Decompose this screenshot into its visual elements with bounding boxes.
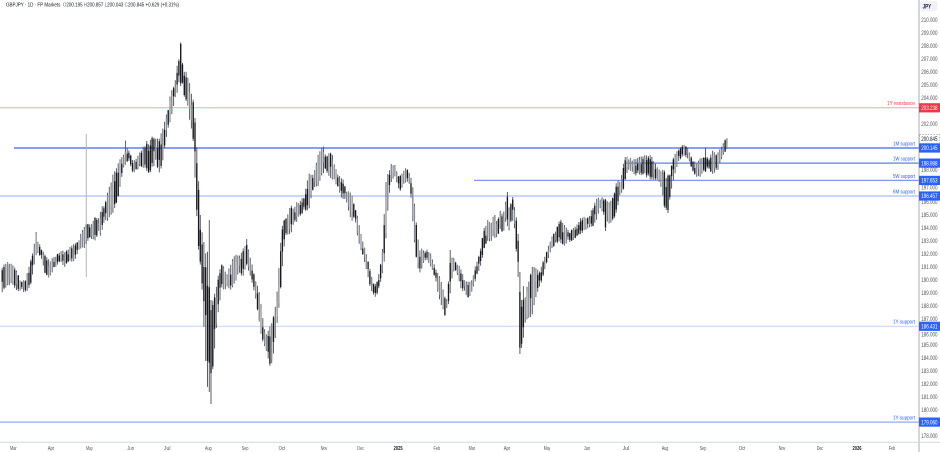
svg-text:Mar: Mar (469, 446, 476, 452)
svg-text:204.000: 204.000 (921, 95, 938, 102)
svg-text:1M support: 1M support (893, 141, 915, 147)
svg-text:180.000: 180.000 (921, 407, 938, 414)
svg-text:203.238: 203.238 (921, 105, 938, 112)
svg-text:186.000: 186.000 (921, 332, 938, 339)
svg-text:GBPJPY · 1D · FP Markets O200: GBPJPY · 1D · FP Markets O200.195 H200.8… (6, 3, 179, 9)
svg-text:Nov: Nov (779, 446, 786, 452)
svg-text:189.000: 189.000 (921, 290, 938, 297)
svg-text:Apr: Apr (48, 446, 55, 452)
svg-text:196.000: 196.000 (921, 199, 938, 206)
svg-text:192.000: 192.000 (921, 251, 938, 258)
svg-text:198.000: 198.000 (921, 167, 938, 174)
svg-text:185.000: 185.000 (921, 342, 938, 349)
svg-text:Aug: Aug (205, 446, 212, 452)
svg-text:Apr: Apr (504, 446, 511, 452)
svg-text:2025: 2025 (394, 446, 404, 452)
svg-text:182.000: 182.000 (921, 381, 938, 388)
svg-text:196.457: 196.457 (921, 193, 938, 200)
svg-text:184.000: 184.000 (921, 355, 938, 362)
svg-text:Jul: Jul (623, 446, 630, 452)
svg-text:191.000: 191.000 (921, 264, 938, 271)
svg-text:2026: 2026 (853, 446, 863, 452)
svg-text:198.988: 198.988 (921, 160, 938, 167)
svg-text:200.845: 200.845 (921, 136, 938, 143)
svg-text:205.000: 205.000 (921, 82, 938, 89)
svg-text:Jun: Jun (127, 446, 134, 452)
svg-text:May: May (86, 446, 93, 452)
svg-text:181.000: 181.000 (921, 394, 938, 401)
svg-text:210.000: 210.000 (921, 17, 938, 24)
svg-text:1Y support: 1Y support (893, 320, 915, 326)
svg-text:207.000: 207.000 (921, 56, 938, 63)
svg-text:Jul: Jul (164, 446, 171, 452)
svg-text:Feb: Feb (434, 446, 441, 452)
svg-text:JPY: JPY (923, 4, 932, 11)
svg-text:Feb: Feb (889, 446, 896, 452)
svg-text:1Y resistance: 1Y resistance (887, 101, 915, 107)
svg-text:5W support: 5W support (893, 174, 915, 180)
svg-text:179.060: 179.060 (921, 419, 938, 426)
svg-text:187.000: 187.000 (921, 316, 938, 323)
svg-text:Sep: Sep (700, 446, 707, 452)
svg-text:206.000: 206.000 (921, 69, 938, 76)
svg-text:197.653: 197.653 (921, 178, 938, 185)
svg-text:Sep: Sep (242, 446, 249, 452)
svg-text:186.431: 186.431 (921, 324, 938, 331)
svg-text:Oct: Oct (739, 446, 746, 452)
svg-text:1W support: 1W support (893, 157, 915, 163)
svg-text:Dec: Dec (357, 446, 364, 452)
svg-text:202.000: 202.000 (921, 121, 938, 128)
svg-text:Jun: Jun (584, 446, 591, 452)
svg-text:197.000: 197.000 (921, 184, 938, 191)
svg-text:194.000: 194.000 (921, 225, 938, 232)
svg-text:6M support: 6M support (893, 189, 915, 195)
svg-text:209.000: 209.000 (921, 30, 938, 37)
svg-text:Oct: Oct (279, 446, 286, 452)
svg-text:190.000: 190.000 (921, 277, 938, 284)
svg-text:193.000: 193.000 (921, 238, 938, 245)
svg-text:May: May (544, 446, 551, 452)
svg-text:195.000: 195.000 (921, 212, 938, 219)
svg-text:Mar: Mar (10, 446, 17, 452)
svg-text:Dec: Dec (817, 446, 824, 452)
svg-text:200.145: 200.145 (921, 145, 938, 152)
svg-text:208.000: 208.000 (921, 43, 938, 50)
svg-text:183.000: 183.000 (921, 368, 938, 375)
svg-text:1Y support: 1Y support (893, 416, 915, 422)
svg-text:178.000: 178.000 (921, 433, 938, 440)
svg-text:Nov: Nov (321, 446, 328, 452)
svg-text:Aug: Aug (662, 446, 669, 452)
svg-text:188.000: 188.000 (921, 303, 938, 310)
